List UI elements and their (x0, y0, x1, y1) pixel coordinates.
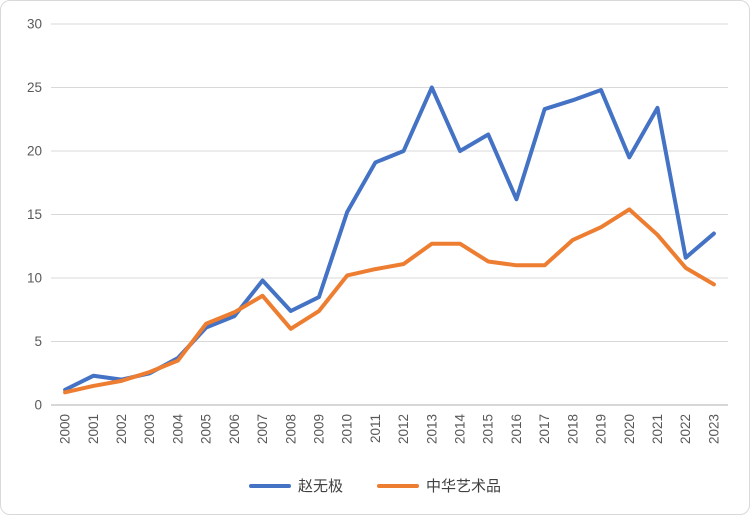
x-axis-tick-label: 2016 (509, 414, 524, 444)
legend-label: 赵无极 (297, 477, 343, 495)
legend-item-series-1[interactable]: 中华艺术品 (377, 479, 501, 494)
y-axis-tick-label: 20 (27, 144, 42, 159)
y-axis-tick-label: 15 (27, 207, 42, 222)
x-axis-tick-label: 2022 (678, 414, 693, 444)
x-axis-tick-label: 2005 (199, 414, 214, 444)
x-axis-tick-label: 2007 (255, 414, 270, 444)
x-axis-tick-label: 2021 (650, 414, 665, 444)
x-axis-tick-label: 2018 (565, 414, 580, 444)
legend-item-series-0[interactable]: 赵无极 (248, 477, 343, 495)
legend-line-swatch-orange (377, 483, 419, 489)
y-axis-tick-label: 5 (34, 334, 42, 349)
x-axis-tick-label: 2013 (424, 414, 439, 444)
x-axis-tick-label: 2006 (227, 414, 242, 444)
y-axis-tick-label: 0 (34, 398, 42, 413)
x-axis-tick-label: 2002 (114, 414, 129, 444)
x-axis-tick-label: 2017 (537, 414, 552, 444)
x-axis-tick-label: 2003 (142, 414, 157, 444)
x-axis-tick-label: 2012 (396, 414, 411, 444)
series-line-1 (63, 207, 716, 395)
series-line-0 (63, 85, 716, 392)
x-axis-tick-label: 2010 (340, 414, 355, 444)
x-axis-tick-label: 2001 (86, 414, 101, 444)
x-axis-tick-label: 2014 (453, 414, 468, 445)
plot-area: 0 5 10 15 20 25 30 2000 2001 2002 2003 2004 2005 2006… (27, 17, 728, 445)
x-axis-tick-label: 2023 (706, 414, 721, 444)
y-axis-tick-label: 30 (27, 17, 42, 32)
x-axis-tick-label: 2000 (58, 414, 73, 444)
x-axis-tick-label: 2011 (368, 414, 383, 443)
x-axis-tick-label: 2015 (481, 414, 496, 444)
y-axis-tick-label: 25 (27, 80, 42, 95)
x-axis-tick-label: 2004 (170, 414, 185, 445)
legend-label: 中华艺术品 (426, 477, 502, 495)
x-axis-tick-label: 2019 (594, 414, 609, 444)
x-axis-tick-label: 2020 (622, 414, 637, 444)
x-axis-tick-label: 2008 (283, 414, 298, 444)
legend: 赵无极 中华艺术品 (1, 469, 749, 503)
x-axis-tick-label: 2009 (311, 414, 326, 444)
y-axis-tick-label: 10 (27, 271, 42, 286)
legend-line-swatch-blue (248, 483, 291, 489)
